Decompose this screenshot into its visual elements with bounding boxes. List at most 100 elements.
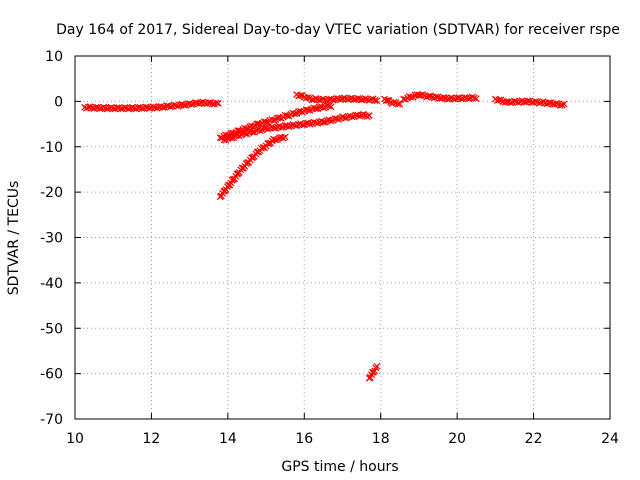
- y-tick-label: 0: [54, 94, 63, 110]
- data-point: [205, 99, 213, 107]
- data-point: [457, 95, 465, 103]
- data-point: [146, 105, 153, 112]
- x-tick-label: 22: [525, 431, 543, 447]
- data-point: [329, 96, 337, 104]
- data-point: [270, 124, 278, 132]
- data-point: [228, 134, 236, 142]
- data-point: [365, 97, 373, 104]
- data-points: [81, 91, 568, 382]
- x-tick-label: 24: [601, 431, 619, 447]
- data-point: [235, 132, 243, 140]
- y-tick-label: -30: [40, 231, 63, 247]
- data-point: [149, 103, 157, 110]
- y-tick-label: -70: [40, 412, 63, 428]
- data-point: [495, 96, 503, 104]
- data-point: [167, 103, 174, 111]
- data-point: [298, 121, 306, 129]
- x-tick-label: 14: [219, 431, 237, 447]
- grid: [75, 56, 610, 419]
- data-point: [178, 100, 186, 108]
- data-point: [216, 134, 224, 142]
- y-axis-label: SDTVAR / TECUs: [6, 181, 22, 296]
- data-point: [312, 95, 320, 102]
- data-point: [327, 103, 335, 111]
- data-point: [159, 103, 167, 111]
- data-point: [304, 93, 312, 101]
- data-point: [170, 101, 178, 109]
- data-point: [358, 96, 366, 104]
- data-point: [352, 111, 360, 119]
- data-point: [262, 118, 270, 126]
- data-point: [396, 100, 404, 108]
- data-point: [249, 128, 257, 136]
- data-point: [272, 136, 280, 144]
- data-point: [327, 117, 335, 125]
- data-point: [212, 99, 220, 107]
- data-point: [532, 97, 539, 105]
- data-point: [436, 95, 444, 102]
- data-point: [125, 105, 132, 113]
- data-point: [472, 95, 480, 103]
- data-point: [333, 94, 341, 102]
- x-tick-label: 10: [66, 431, 84, 447]
- data-point: [337, 96, 345, 104]
- x-axis-label: GPS time / hours: [281, 459, 398, 475]
- data-point: [363, 113, 371, 120]
- data-point: [100, 103, 108, 111]
- x-tick-label: 16: [295, 431, 313, 447]
- data-point: [346, 94, 354, 102]
- y-tick-label: -20: [40, 185, 63, 201]
- data-point: [384, 96, 392, 104]
- data-point: [444, 95, 452, 103]
- y-tick-label: -60: [40, 367, 63, 383]
- data-point: [308, 96, 316, 104]
- data-point: [394, 100, 402, 108]
- data-point: [128, 103, 136, 111]
- data-point: [306, 120, 314, 128]
- x-tick-label: 20: [448, 431, 466, 447]
- data-point: [319, 104, 327, 112]
- data-point: [373, 362, 381, 370]
- data-point: [407, 93, 415, 101]
- data-point: [220, 136, 228, 144]
- data-point: [281, 122, 289, 130]
- data-point: [277, 123, 285, 131]
- y-tick-label: -40: [40, 276, 63, 292]
- data-point: [400, 95, 408, 103]
- data-point: [312, 105, 320, 112]
- data-point: [470, 94, 478, 102]
- data-point: [283, 112, 291, 120]
- data-point: [92, 103, 100, 111]
- data-point: [535, 99, 543, 107]
- data-point: [256, 127, 264, 135]
- data-point: [180, 101, 188, 109]
- y-tick-label: -50: [40, 321, 63, 337]
- data-point: [545, 99, 553, 107]
- data-point: [507, 99, 515, 107]
- data-point: [289, 121, 297, 128]
- data-point: [553, 99, 560, 107]
- data-point: [214, 99, 222, 107]
- x-tick-label: 18: [372, 431, 390, 447]
- data-point: [339, 113, 346, 121]
- data-point: [432, 93, 440, 101]
- data-point: [83, 104, 90, 112]
- data-point: [447, 94, 455, 102]
- data-point: [117, 105, 125, 113]
- data-point: [558, 101, 566, 109]
- data-point: [138, 105, 146, 112]
- data-point: [316, 97, 323, 104]
- data-point: [340, 114, 348, 122]
- data-point: [163, 102, 171, 110]
- y-tick-label: 10: [45, 49, 63, 65]
- data-point: [543, 100, 551, 108]
- data-point: [291, 110, 299, 118]
- data-point: [528, 99, 536, 106]
- axis-ticks: 10 12 14 16 18 20 22 24 10 0 -10 -20 -30 -40 -50 -60 -70: [40, 49, 619, 447]
- data-point: [319, 118, 327, 126]
- data-point: [465, 95, 473, 103]
- data-point: [297, 92, 304, 99]
- data-point: [96, 105, 104, 113]
- data-point: [440, 93, 448, 101]
